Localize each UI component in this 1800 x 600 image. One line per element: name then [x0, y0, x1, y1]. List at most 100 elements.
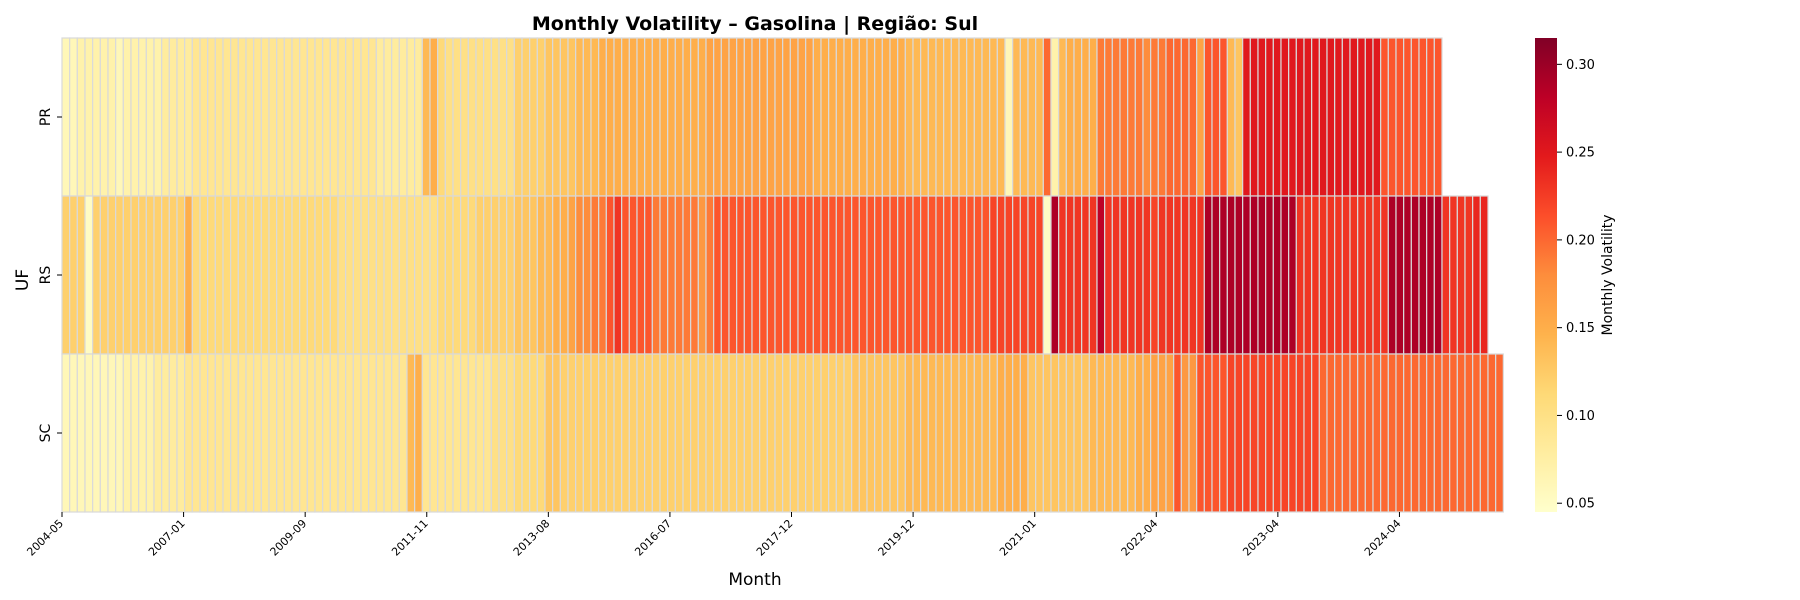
- heatmap-cell-pr-16: [184, 37, 193, 197]
- x-tick-label-4: 2013-08: [511, 517, 553, 559]
- heatmap-cell-sc-158: [1272, 353, 1282, 513]
- heatmap-cell-rs-156: [1257, 195, 1267, 355]
- heatmap-cell-rs-145: [1173, 195, 1182, 355]
- heatmap-cell-pr-164: [1318, 37, 1328, 197]
- heatmap-cell-sc-107: [881, 353, 891, 513]
- heatmap-cell-sc-21: [222, 353, 232, 513]
- heatmap-cell-sc-28: [276, 353, 285, 513]
- heatmap-cell-rs-82: [690, 195, 699, 355]
- heatmap-cell-pr-51: [452, 37, 462, 197]
- heatmap-cell-sc-165: [1326, 353, 1336, 513]
- heatmap-cell-sc-44: [398, 353, 408, 513]
- y-tick-label-pr: PR: [38, 108, 54, 126]
- heatmap-cell-pr-138: [1119, 37, 1129, 197]
- heatmap-cell-sc-40: [368, 353, 377, 513]
- heatmap-cell-sc-129: [1050, 353, 1060, 513]
- heatmap-cell-pr-102: [843, 37, 853, 197]
- heatmap-cell-pr-156: [1257, 37, 1267, 197]
- heatmap-cell-pr-135: [1096, 37, 1106, 197]
- heatmap-cell-rs-164: [1318, 195, 1328, 355]
- heatmap-cell-sc-148: [1196, 353, 1205, 513]
- heatmap-cell-sc-111: [912, 353, 922, 513]
- heatmap-cell-rs-55: [483, 195, 492, 355]
- heatmap-cell-pr-79: [667, 37, 676, 197]
- heatmap-cell-pr-71: [605, 37, 615, 197]
- heatmap-cell-rs-44: [398, 195, 408, 355]
- heatmap-cell-rs-76: [644, 195, 653, 355]
- heatmap-cell-sc-170: [1364, 353, 1374, 513]
- heatmap-cell-sc-160: [1288, 353, 1297, 513]
- heatmap-cell-pr-50: [444, 37, 454, 197]
- heatmap-cell-pr-61: [529, 37, 538, 197]
- heatmap-cell-pr-65: [559, 37, 569, 197]
- heatmap-cell-pr-112: [920, 37, 929, 197]
- heatmap-cell-pr-69: [590, 37, 600, 197]
- heatmap-cell-sc-10: [138, 353, 147, 513]
- heatmap-cell-pr-89: [743, 37, 753, 197]
- heatmap-cell-sc-109: [897, 353, 906, 513]
- heatmap-cell-pr-109: [897, 37, 906, 197]
- heatmap-cell-sc-128: [1042, 353, 1052, 513]
- heatmap-cell-pr-14: [168, 37, 178, 197]
- heatmap-cell-sc-74: [628, 353, 638, 513]
- heatmap-cell-pr-39: [360, 37, 370, 197]
- heatmap-cell-rs-138: [1119, 195, 1129, 355]
- heatmap-cell-rs-154: [1242, 195, 1251, 355]
- heatmap-cell-rs-66: [567, 195, 577, 355]
- heatmap-cell-rs-140: [1134, 195, 1144, 355]
- heatmap-cell-pr-44: [398, 37, 408, 197]
- heatmap-cell-sc-179: [1433, 353, 1443, 513]
- heatmap-cell-rs-162: [1303, 195, 1313, 355]
- heatmap-cell-pr-34: [322, 37, 331, 197]
- heatmap-cell-pr-62: [536, 37, 546, 197]
- heatmap-cell-sc-153: [1234, 353, 1244, 513]
- heatmap-cell-pr-154: [1242, 37, 1251, 197]
- heatmap-cell-sc-149: [1203, 353, 1213, 513]
- heatmap-cell-sc-6: [107, 353, 117, 513]
- heatmap-cell-rs-81: [682, 195, 692, 355]
- heatmap-cell-sc-9: [130, 353, 140, 513]
- heatmap-cell-sc-52: [460, 353, 469, 513]
- heatmap-cell-sc-168: [1349, 353, 1359, 513]
- heatmap-cell-pr-120: [981, 37, 991, 197]
- heatmap-cell-pr-78: [659, 37, 669, 197]
- heatmap-cell-rs-17: [191, 195, 201, 355]
- heatmap-cell-rs-88: [736, 195, 745, 355]
- heatmap-cell-sc-122: [996, 353, 1006, 513]
- heatmap-cell-pr-83: [697, 37, 707, 197]
- heatmap-cell-sc-65: [559, 353, 569, 513]
- heatmap-cell-pr-114: [935, 37, 945, 197]
- heatmap-cell-pr-144: [1165, 37, 1175, 197]
- heatmap-cell-rs-45: [406, 195, 416, 355]
- heatmap-cell-pr-6: [107, 37, 117, 197]
- heatmap-cell-rs-33: [314, 195, 324, 355]
- heatmap-cell-rs-49: [437, 195, 446, 355]
- heatmap-cell-rs-142: [1150, 195, 1159, 355]
- heatmap-cell-sc-112: [920, 353, 929, 513]
- heatmap-cell-pr-145: [1173, 37, 1182, 197]
- heatmap-cell-rs-53: [467, 195, 477, 355]
- heatmap-cell-rs-90: [751, 195, 761, 355]
- heatmap-cell-rs-161: [1295, 195, 1305, 355]
- heatmap-cell-pr-98: [812, 37, 822, 197]
- heatmap-cell-pr-178: [1426, 37, 1435, 197]
- heatmap-cell-sc-137: [1111, 353, 1121, 513]
- heatmap-cell-rs-181: [1449, 195, 1458, 355]
- heatmap-cell-pr-124: [1012, 37, 1021, 197]
- heatmap-cell-pr-0: [61, 37, 71, 197]
- heatmap-cell-rs-72: [613, 195, 623, 355]
- heatmap-cell-sc-11: [145, 353, 155, 513]
- heatmap-cell-pr-134: [1088, 37, 1098, 197]
- heatmap-cell-rs-23: [237, 195, 247, 355]
- heatmap-cell-sc-68: [582, 353, 592, 513]
- heatmap-cell-sc-13: [161, 353, 170, 513]
- heatmap-cell-pr-92: [766, 37, 776, 197]
- heatmap-cell-rs-172: [1380, 195, 1389, 355]
- heatmap-cell-pr-86: [720, 37, 730, 197]
- heatmap-cell-rs-173: [1387, 195, 1397, 355]
- heatmap-cell-pr-161: [1295, 37, 1305, 197]
- heatmap-cell-sc-71: [605, 353, 615, 513]
- heatmap-cell-rs-80: [674, 195, 684, 355]
- x-tick-label-9: 2022-04: [1119, 517, 1161, 559]
- heatmap-cell-sc-45: [406, 353, 416, 513]
